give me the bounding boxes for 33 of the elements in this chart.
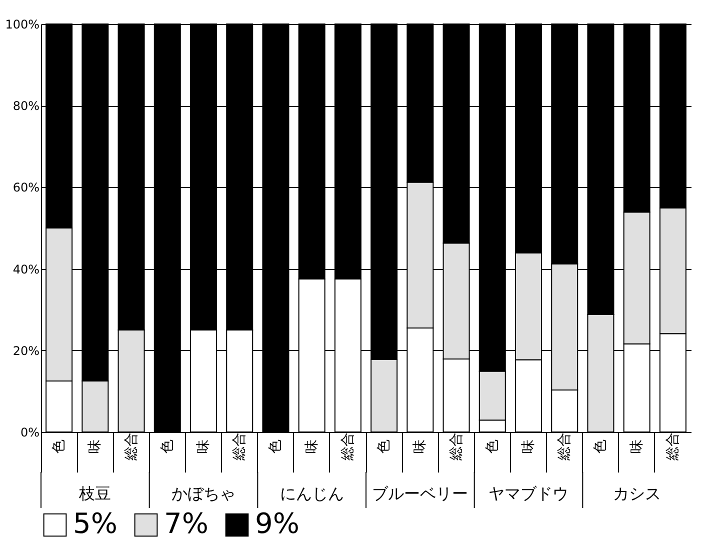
- legend-label: 5%: [73, 507, 118, 540]
- y-tick-label: 80%: [12, 99, 40, 114]
- x-tick-label: 味: [628, 440, 645, 454]
- x-tick-label: 色: [51, 440, 68, 454]
- y-tick-label: 0%: [20, 426, 40, 440]
- text: カシス: [612, 484, 661, 503]
- x-tick-label: 総合: [556, 432, 573, 462]
- x-tick-label: 味: [520, 440, 536, 454]
- x-tick-label: 総合: [123, 432, 140, 462]
- y-tick-label: 40%: [12, 262, 40, 276]
- y-tick-label: 20%: [12, 344, 40, 358]
- x-tick-label: 色: [484, 440, 500, 454]
- y-tick-label: 60%: [12, 180, 40, 195]
- x-tick-label: 味: [196, 440, 212, 454]
- text: ブルーベリー: [372, 484, 468, 503]
- text: ヤマブドウ: [488, 484, 568, 503]
- x-tick-label: 味: [87, 440, 104, 454]
- legend-label: 7%: [164, 507, 208, 540]
- text: 枝豆: [78, 484, 112, 503]
- x-tick-label: 色: [376, 440, 392, 454]
- x-tick-label: 色: [592, 440, 609, 454]
- y-tick-label: 100%: [5, 18, 40, 32]
- x-tick-label: 色: [159, 440, 176, 454]
- x-tick-label: 総合: [232, 432, 248, 462]
- legend-label: 9%: [255, 507, 300, 540]
- x-tick-label: 総合: [664, 432, 681, 462]
- x-tick-label: 味: [412, 440, 428, 454]
- text: にんじん: [280, 484, 344, 503]
- x-tick-label: 総合: [448, 432, 464, 462]
- x-tick-label: 色: [268, 440, 284, 454]
- x-tick-label: 総合: [340, 432, 356, 462]
- x-tick-label: 味: [304, 440, 320, 454]
- text: かぼちゃ: [172, 484, 236, 503]
